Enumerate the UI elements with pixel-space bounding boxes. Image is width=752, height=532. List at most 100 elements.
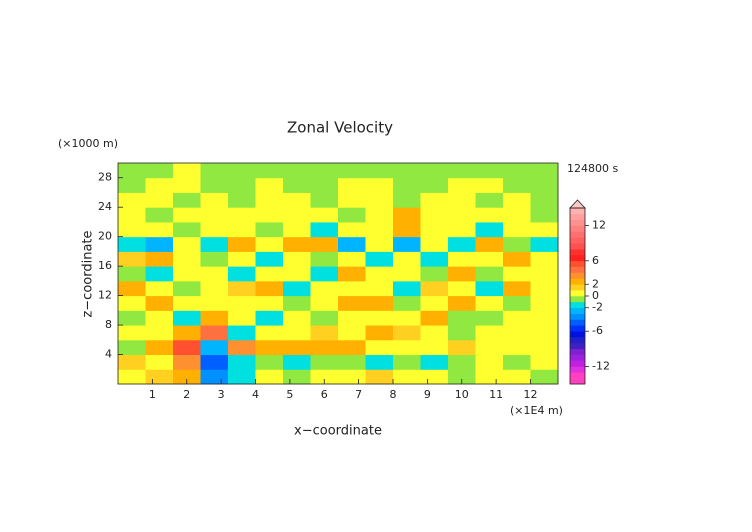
cell xyxy=(530,251,559,267)
colorbar-bin xyxy=(570,360,585,367)
cell xyxy=(255,192,284,208)
cell xyxy=(338,221,366,238)
cell xyxy=(255,354,284,370)
cell xyxy=(145,251,174,267)
colorbar-bin xyxy=(570,337,585,344)
cell xyxy=(365,354,394,370)
cell xyxy=(283,266,311,282)
cell xyxy=(145,177,174,193)
cell xyxy=(310,163,339,179)
cell xyxy=(310,369,339,385)
cell xyxy=(420,236,449,252)
cell xyxy=(530,280,559,297)
cell xyxy=(475,207,504,223)
colorbar-bin xyxy=(570,284,585,291)
cell xyxy=(503,266,531,282)
cell xyxy=(283,163,311,179)
cell xyxy=(448,192,476,208)
cell xyxy=(200,192,229,208)
cell xyxy=(393,221,421,238)
cell xyxy=(475,295,504,311)
x-tick-label: 6 xyxy=(321,388,328,401)
cell xyxy=(118,266,146,282)
cell xyxy=(283,207,311,223)
cell xyxy=(338,295,366,311)
cell xyxy=(200,207,229,223)
cell xyxy=(503,369,531,385)
cell xyxy=(118,354,146,370)
cell xyxy=(200,339,229,356)
cell xyxy=(310,325,339,341)
cell xyxy=(503,177,531,193)
cell xyxy=(118,295,146,311)
cell xyxy=(475,266,504,282)
cell xyxy=(530,207,559,223)
cell xyxy=(283,339,311,356)
cell xyxy=(475,354,504,370)
cell xyxy=(228,354,256,370)
cell xyxy=(173,369,201,385)
cell xyxy=(145,325,174,341)
cell xyxy=(448,354,476,370)
colorbar-bin xyxy=(570,278,585,285)
cell xyxy=(365,221,394,238)
colorbar-tick-label: -6 xyxy=(592,324,603,337)
cell xyxy=(228,236,256,252)
cell xyxy=(228,339,256,356)
cell xyxy=(200,221,229,238)
cell xyxy=(173,251,201,267)
cell xyxy=(310,339,339,356)
cell xyxy=(310,354,339,370)
y-tick-label: 8 xyxy=(105,318,112,331)
x-tick-label: 2 xyxy=(183,388,190,401)
cell xyxy=(200,354,229,370)
cell xyxy=(338,325,366,341)
cell xyxy=(200,280,229,297)
cell xyxy=(228,177,256,193)
cell xyxy=(338,163,366,179)
y-tick-label: 28 xyxy=(98,171,112,184)
colorbar-bin xyxy=(570,307,585,314)
cell xyxy=(255,310,284,326)
cell xyxy=(420,251,449,267)
cell xyxy=(145,192,174,208)
cell xyxy=(310,207,339,223)
colorbar-tick-label: 6 xyxy=(592,254,599,267)
cell xyxy=(475,369,504,385)
cell xyxy=(448,325,476,341)
colorbar-tick-label: 12 xyxy=(592,219,606,232)
cell xyxy=(420,295,449,311)
cell xyxy=(173,207,201,223)
cell xyxy=(283,310,311,326)
cell xyxy=(365,207,394,223)
cell xyxy=(338,339,366,356)
colorbar-bin xyxy=(570,266,585,273)
cell xyxy=(255,251,284,267)
cell xyxy=(420,163,449,179)
cell xyxy=(255,280,284,297)
cell xyxy=(365,280,394,297)
cell xyxy=(393,177,421,193)
cell xyxy=(255,236,284,252)
cell xyxy=(228,221,256,238)
colorbar-tick-label: -12 xyxy=(592,359,610,372)
colorbar-tick-label: 0 xyxy=(592,289,599,302)
cell xyxy=(365,325,394,341)
cell xyxy=(200,236,229,252)
cell xyxy=(448,221,476,238)
cell xyxy=(475,163,504,179)
x-tick-label: 11 xyxy=(489,388,503,401)
cell xyxy=(145,310,174,326)
cell xyxy=(145,221,174,238)
cell xyxy=(228,310,256,326)
cell xyxy=(283,221,311,238)
cell xyxy=(173,354,201,370)
cell xyxy=(145,369,174,385)
cell xyxy=(283,177,311,193)
cell xyxy=(393,354,421,370)
cell xyxy=(255,369,284,385)
cell xyxy=(118,310,146,326)
field xyxy=(118,163,559,385)
cell xyxy=(393,163,421,179)
cell xyxy=(448,236,476,252)
